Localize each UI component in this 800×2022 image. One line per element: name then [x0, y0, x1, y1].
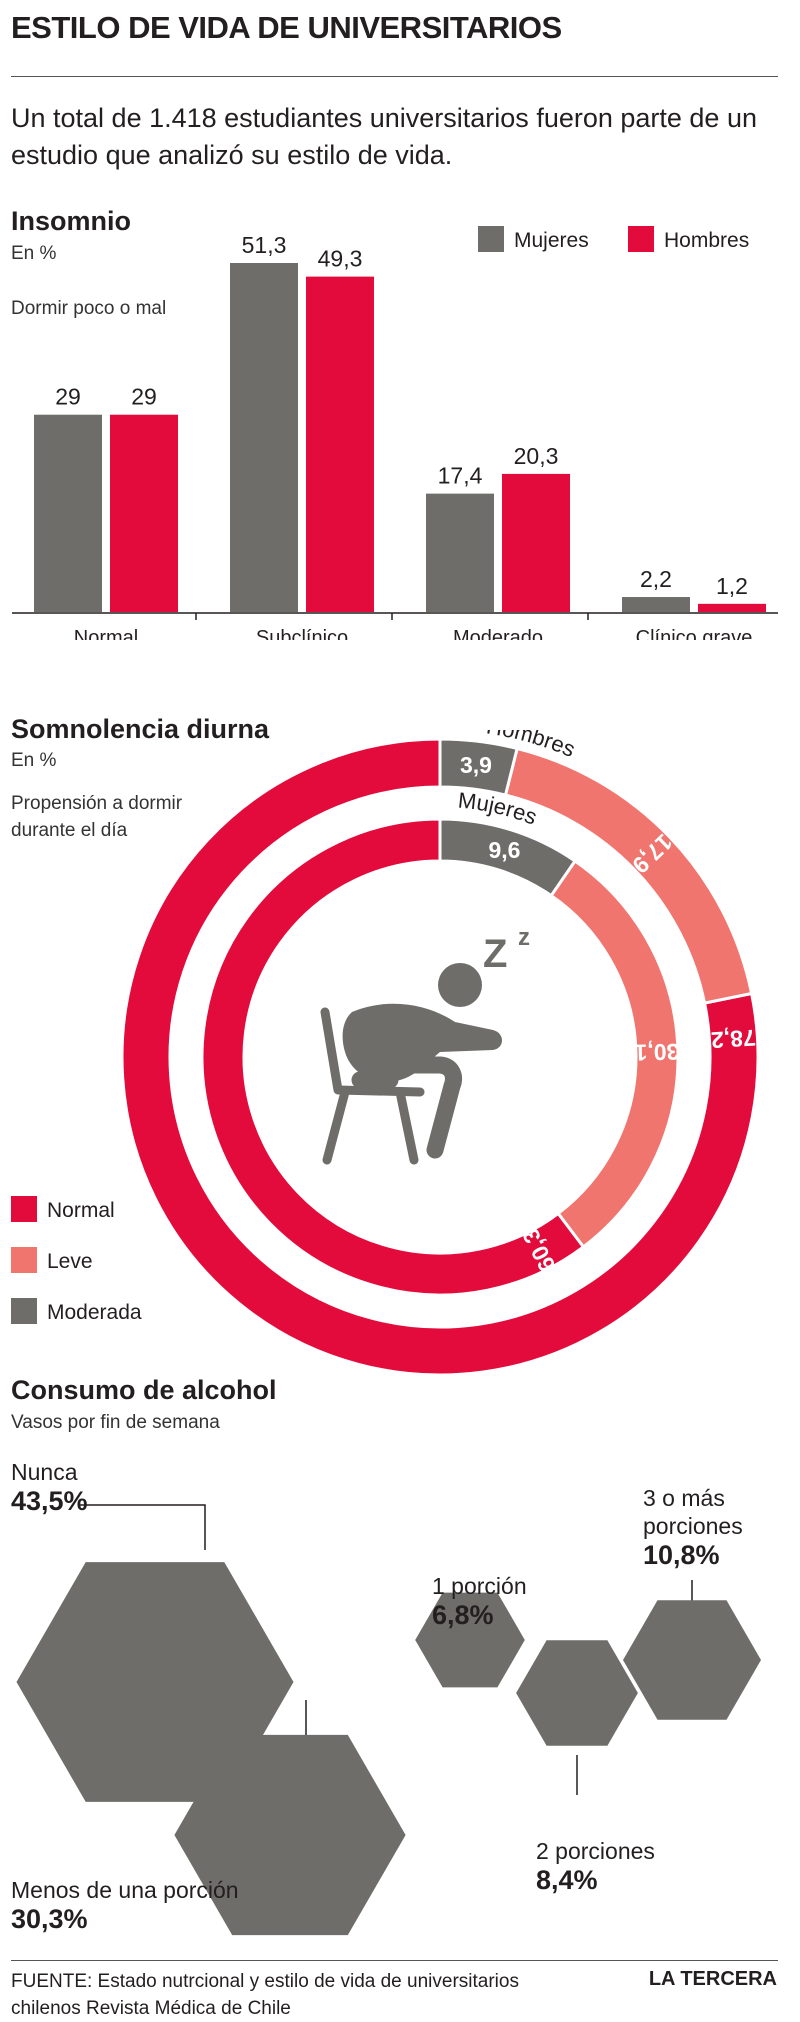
- bar-label-mujeres-1: 51,3: [242, 232, 287, 258]
- insomnio-unit: En %: [11, 243, 57, 264]
- hexagon-3: [516, 1640, 638, 1746]
- legend-moderada-label: Moderada: [47, 1301, 142, 1324]
- donut-label-hombres-moderada: 3,9: [460, 752, 492, 778]
- somnolencia-note: Propensión a dormir durante el día: [11, 790, 182, 844]
- bar-label-hombres-0: 29: [131, 384, 157, 410]
- x-tick-label-1-0: Subclínico: [256, 627, 348, 640]
- bar-mujeres-2: [426, 493, 494, 612]
- bar-label-mujeres-2: 17,4: [438, 463, 483, 489]
- legend-leve: Leve: [11, 1247, 93, 1274]
- alcohol-3-mas-text-1: 3 o más: [643, 1485, 725, 1511]
- sleep-z-small: z: [518, 924, 530, 951]
- hexagon-2: [415, 1592, 525, 1688]
- alcohol-2-porciones-pct: 8,4%: [536, 1865, 598, 1895]
- bar-label-hombres-2: 20,3: [514, 443, 559, 469]
- source-line-2: chilenos Revista Médica de Chile: [11, 1998, 291, 2019]
- donut-hombres-moderada: [438, 737, 519, 797]
- donut-mujeres-moderada: [438, 817, 578, 898]
- alcohol-3-mas-text-2: porciones: [643, 1513, 743, 1539]
- sleep-z-large: Z: [483, 932, 507, 976]
- donut-label-hombres-normal: 78,2: [710, 1025, 756, 1054]
- donut-hombres-normal: [120, 737, 760, 1377]
- somnolencia-unit: En %: [11, 750, 57, 771]
- bar-label-mujeres-0: 29: [55, 384, 81, 410]
- legend-mujeres-label: Mujeres: [514, 229, 589, 252]
- source-line-1: FUENTE: Estado nutrcional y estilo de vi…: [11, 1971, 519, 1992]
- legend-moderada-swatch: [11, 1298, 37, 1324]
- donut-label-mujeres-leve: 30,1: [634, 1039, 680, 1066]
- bar-mujeres-1: [230, 263, 298, 612]
- legend-moderada: Moderada: [11, 1298, 142, 1325]
- alcohol-1-porcion-pct: 6,8%: [432, 1600, 494, 1630]
- brand-logo: LA TERCERA: [648, 1968, 777, 1990]
- alcohol-3-mas-pct: 10,8%: [643, 1540, 720, 1570]
- hexagon-1: [174, 1734, 406, 1936]
- legend-hombres: Hombres: [628, 226, 749, 253]
- alcohol-menos-text: Menos de una porción: [11, 1877, 239, 1903]
- somnolencia-note-line-1: Propensión a dormir: [11, 793, 183, 814]
- alcohol-hexagon-chart: [16, 1504, 761, 1936]
- bar-mujeres-0: [34, 414, 102, 612]
- somnolencia-note-line-2: durante el día: [11, 820, 128, 841]
- bar-hombres-1: [306, 276, 374, 612]
- alcohol-nunca-text: Nunca: [11, 1459, 78, 1485]
- sleeping-person-icon: [320, 963, 502, 1165]
- x-tick-label-0-0: Normal: [74, 627, 138, 640]
- divider-bottom: [11, 1960, 778, 1961]
- alcohol-title: Consumo de alcohol: [11, 1375, 277, 1405]
- legend-hombres-label: Hombres: [664, 229, 750, 252]
- source-note: FUENTE: Estado nutrcional y estilo de vi…: [11, 1968, 631, 2022]
- bar-label-mujeres-3: 2,2: [640, 566, 672, 592]
- page-title: ESTILO DE VIDA DE UNIVERSITARIOS: [11, 10, 562, 45]
- insomnio-title: Insomnio: [11, 206, 131, 236]
- legend-leve-swatch: [11, 1247, 37, 1273]
- alcohol-menos-pct: 30,3%: [11, 1904, 88, 1934]
- donut-label-mujeres-moderada: 9,6: [488, 837, 520, 863]
- hexagon-4: [623, 1600, 761, 1720]
- insomnio-note: Dormir poco o mal: [11, 298, 167, 319]
- legend-leve-label: Leve: [47, 1250, 93, 1273]
- alcohol-1-porcion-label: 1 porción 6,8%: [432, 1572, 527, 1631]
- divider-top: [11, 76, 778, 77]
- leader-nunca: [78, 1504, 206, 1550]
- legend-mujeres-swatch: [478, 226, 504, 252]
- legend-hombres-swatch: [628, 226, 654, 252]
- alcohol-1-porcion-text: 1 porción: [432, 1573, 527, 1599]
- alcohol-hexagons: [16, 1562, 761, 1936]
- x-tick-label-2-0: Moderado: [453, 627, 543, 640]
- bar-hombres-0: [110, 414, 178, 612]
- x-tick-label-3-0: Clínico grave: [636, 627, 753, 640]
- legend-normal: Normal: [11, 1196, 115, 1223]
- bar-hombres-3: [698, 603, 766, 612]
- legend-normal-swatch: [11, 1196, 37, 1222]
- bar-hombres-2: [502, 473, 570, 612]
- alcohol-3-mas-label: 3 o más porciones 10,8%: [643, 1484, 743, 1571]
- bar-label-hombres-3: 1,2: [716, 573, 748, 599]
- alcohol-2-porciones-label: 2 porciones 8,4%: [536, 1837, 655, 1896]
- alcohol-nunca-label: Nunca 43,5%: [11, 1458, 88, 1517]
- somnolencia-title: Somnolencia diurna: [11, 714, 270, 744]
- alcohol-menos-label: Menos de una porción 30,3%: [11, 1876, 239, 1935]
- somnolencia-donut-chart: Z z 78,217,93,960,330,19,6HombresMujeres: [120, 730, 760, 1377]
- alcohol-unit: Vasos por fin de semana: [11, 1412, 220, 1433]
- bar-label-hombres-1: 49,3: [318, 246, 363, 272]
- hexagon-0: [16, 1562, 294, 1802]
- legend-mujeres: Mujeres: [478, 226, 589, 253]
- bar-mujeres-3: [622, 597, 690, 612]
- alcohol-2-porciones-text: 2 porciones: [536, 1838, 655, 1864]
- alcohol-nunca-pct: 43,5%: [11, 1486, 88, 1516]
- intro-text: Un total de 1.418 estudiantes universita…: [11, 103, 757, 170]
- legend-normal-label: Normal: [47, 1199, 115, 1222]
- donut-mujeres-normal: [200, 817, 586, 1297]
